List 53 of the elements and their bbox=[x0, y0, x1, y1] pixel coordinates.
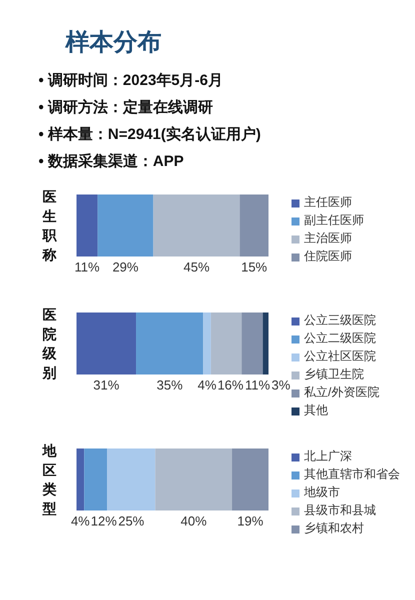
bar bbox=[242, 312, 263, 374]
text: • 数据采集渠道：APP bbox=[38, 153, 184, 170]
data-label: 16% bbox=[217, 378, 244, 392]
bar bbox=[76, 194, 98, 256]
y-tick-label: 医生职称 bbox=[42, 188, 58, 262]
legend-label: 住院医师 bbox=[304, 248, 352, 265]
bar bbox=[262, 312, 268, 374]
text: • 样本量：N=2941(实名认证用户) bbox=[38, 125, 261, 143]
data-label: 11% bbox=[74, 260, 100, 274]
data-label: 3% bbox=[271, 378, 291, 392]
data-label: 11% bbox=[244, 378, 270, 392]
bar bbox=[98, 194, 154, 256]
text: 北上广深 bbox=[304, 448, 352, 465]
data-label: 31% bbox=[93, 378, 120, 392]
data-label: 25% bbox=[118, 514, 145, 528]
text: 其他直辖市和省会 bbox=[304, 466, 400, 483]
bar bbox=[76, 312, 136, 374]
text: • 调研时间：2023年5月-6月 bbox=[38, 72, 223, 89]
bar bbox=[136, 312, 204, 374]
text: • 调研方法：定量在线调研 bbox=[38, 98, 213, 116]
bar bbox=[76, 448, 84, 510]
data-label: 29% bbox=[112, 260, 139, 274]
legend-label: 其他 bbox=[304, 402, 328, 419]
bar bbox=[240, 194, 268, 256]
data-label: 40% bbox=[180, 514, 208, 528]
bar bbox=[153, 194, 240, 256]
y-tick-label: 地区类型 bbox=[42, 442, 58, 516]
bar bbox=[232, 448, 268, 510]
legend-label: 主任医师 bbox=[304, 194, 352, 211]
legend-label: 副主任医师 bbox=[304, 212, 364, 229]
data-label: 4% bbox=[70, 514, 90, 528]
data-label: 45% bbox=[183, 260, 210, 274]
y-tick-label: 医院级别 bbox=[42, 306, 58, 380]
data-label: 12% bbox=[90, 514, 118, 528]
bar bbox=[84, 448, 108, 510]
text: 公立三级医院 bbox=[304, 312, 376, 329]
bar bbox=[203, 312, 211, 374]
legend-label: 公立社区医院 bbox=[304, 348, 376, 365]
bar bbox=[107, 448, 156, 510]
data-label: 35% bbox=[156, 378, 184, 392]
text: 公立二级医院 bbox=[304, 330, 376, 347]
data-label: 15% bbox=[241, 260, 268, 274]
text: 乡镇和农村 bbox=[304, 520, 364, 537]
legend-label: 主治医师 bbox=[304, 230, 352, 247]
bar bbox=[155, 448, 232, 510]
legend-label: 私立/外资医院 bbox=[304, 384, 380, 401]
text: 样本分布 bbox=[64, 29, 162, 56]
data-label: 19% bbox=[237, 514, 264, 528]
bar bbox=[210, 312, 242, 374]
data-label: 4% bbox=[198, 378, 217, 392]
text: 地级市 bbox=[304, 484, 340, 501]
text: 县级市和县城 bbox=[304, 502, 376, 519]
text: 乡镇卫生院 bbox=[304, 366, 364, 383]
